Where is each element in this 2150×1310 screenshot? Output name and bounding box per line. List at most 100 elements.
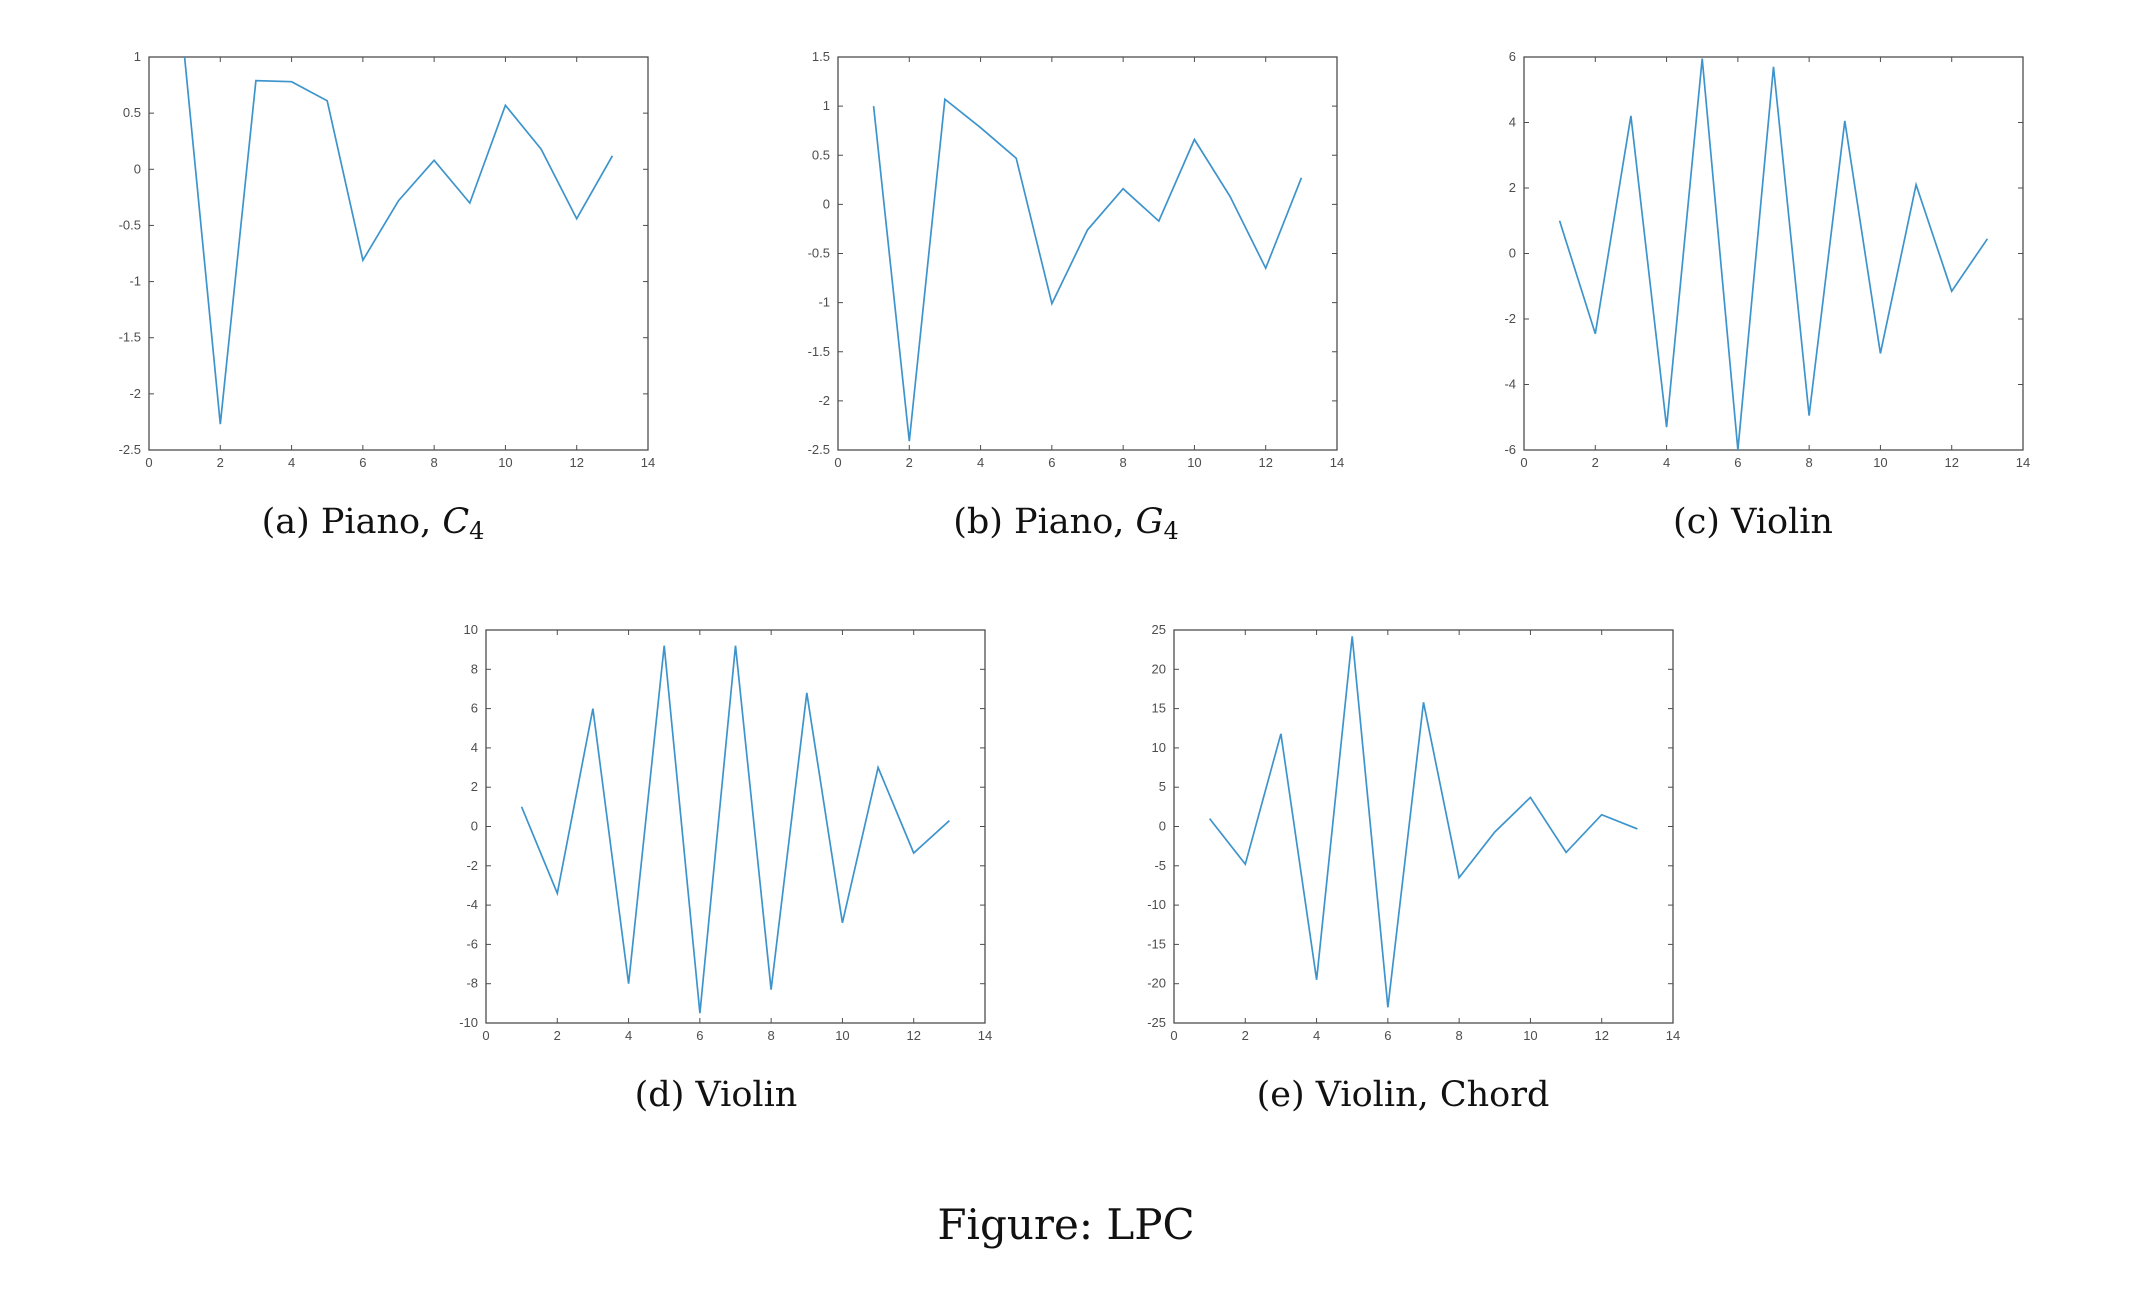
- y-tick-label: 0.5: [123, 105, 141, 120]
- subfigure-caption-c: (c) Violin: [1673, 502, 1833, 542]
- subfigure-caption-d: (d) Violin: [635, 1075, 798, 1115]
- chart-svg-a: 0 2 4 6 8 10 12 14 -2.5 -2 -1.5 -1 -0.5 0 0.5 1: [119, 49, 656, 470]
- x-tick-label: 8: [431, 455, 438, 470]
- chart-svg-d: 0 2 4 6 8 10 12 14 -10 -8 -6 -4 -2 0 2 4 6 8 10: [459, 622, 992, 1043]
- y-tick-label: 10: [1152, 740, 1166, 755]
- subfigure-caption-a: (a) Piano, C4: [262, 502, 485, 545]
- x-tick-label: 8: [1806, 455, 1813, 470]
- y-tick-label: -6: [1504, 442, 1516, 457]
- y-tick-label: 6: [471, 701, 478, 716]
- y-tick-label: 0: [1509, 246, 1516, 261]
- x-tick-label: 0: [482, 1028, 489, 1043]
- x-tick-label: 2: [217, 455, 224, 470]
- y-tick-label: -5: [1154, 858, 1166, 873]
- y-tick-label: -10: [459, 1015, 478, 1030]
- series-line: [1208, 636, 1638, 1008]
- x-tick-label: 4: [977, 455, 984, 470]
- y-tick-label: -1: [818, 295, 830, 310]
- x-tick-label: 12: [1258, 455, 1272, 470]
- axes-box: [1523, 56, 2024, 451]
- axes-box: [485, 629, 986, 1024]
- x-tick-label: 12: [1594, 1028, 1608, 1043]
- y-tick-label: 4: [471, 740, 478, 755]
- axes-box: [148, 56, 649, 451]
- subfigure-caption-b: (b) Piano, G4: [953, 502, 1179, 545]
- y-tick-label: 0: [134, 161, 141, 176]
- y-tick-label: -4: [1504, 377, 1516, 392]
- y-tick-label: 25: [1152, 622, 1166, 637]
- y-tick-label: -0.5: [119, 217, 141, 232]
- caption-text: (c) Violin: [1673, 502, 1833, 542]
- x-tick-label: 12: [906, 1028, 920, 1043]
- x-tick-label: 14: [2016, 455, 2030, 470]
- caption-text: (d) Violin: [634, 1075, 798, 1115]
- y-tick-label: -2: [818, 393, 830, 408]
- x-tick-label: 8: [1456, 1028, 1463, 1043]
- x-tick-label: 10: [1187, 455, 1201, 470]
- y-tick-label: -2.5: [119, 442, 141, 457]
- chart-svg-e: 0 2 4 6 8 10 12 14 -25 -20 -15 -10 -5 0 5 10 15 20 25: [1147, 622, 1680, 1043]
- x-tick-label: 14: [1330, 455, 1344, 470]
- y-tick-label: 2: [471, 779, 478, 794]
- y-tick-label: 0: [471, 819, 478, 834]
- y-tick-label: -1: [129, 274, 141, 289]
- caption-note-octave: 4: [1163, 517, 1179, 545]
- x-tick-label: 0: [834, 455, 841, 470]
- x-tick-label: 14: [641, 455, 655, 470]
- y-tick-label: -10: [1147, 897, 1166, 912]
- x-tick-label: 0: [145, 455, 152, 470]
- y-tick-label: -4: [466, 897, 478, 912]
- caption-note: C: [442, 502, 470, 542]
- x-tick-label: 4: [1663, 455, 1670, 470]
- series-line: [872, 97, 1303, 442]
- x-tick-label: 2: [1592, 455, 1599, 470]
- y-tick-label: 0.5: [812, 147, 830, 162]
- y-tick-label: 6: [1509, 49, 1516, 64]
- x-tick-label: 6: [1048, 455, 1055, 470]
- y-tick-label: 4: [1509, 115, 1516, 130]
- y-tick-label: 8: [471, 661, 478, 676]
- x-tick-label: 4: [1313, 1028, 1320, 1043]
- x-tick-label: 6: [359, 455, 366, 470]
- x-tick-label: 8: [1120, 455, 1127, 470]
- y-tick-label: -6: [466, 936, 478, 951]
- y-tick-label: -1.5: [119, 330, 141, 345]
- y-tick-label: 15: [1152, 701, 1166, 716]
- y-tick-label: 1.5: [812, 49, 830, 64]
- y-tick-label: -2: [1504, 311, 1516, 326]
- x-tick-label: 14: [978, 1028, 992, 1043]
- y-tick-label: 0: [823, 196, 830, 211]
- y-tick-label: -20: [1147, 976, 1166, 991]
- x-tick-label: 10: [498, 455, 512, 470]
- y-tick-label: -0.5: [808, 246, 830, 261]
- x-tick-label: 10: [835, 1028, 849, 1043]
- x-tick-label: 0: [1520, 455, 1527, 470]
- y-tick-label: -2: [466, 858, 478, 873]
- x-tick-label: 6: [1734, 455, 1741, 470]
- caption-note-octave: 4: [469, 517, 485, 545]
- axes-box: [837, 56, 1338, 451]
- x-tick-label: 4: [625, 1028, 632, 1043]
- x-tick-label: 8: [768, 1028, 775, 1043]
- x-tick-label: 0: [1170, 1028, 1177, 1043]
- axes-box: [1173, 629, 1674, 1024]
- y-tick-label: -1.5: [808, 344, 830, 359]
- caption-text: (b) Piano,: [953, 502, 1136, 542]
- y-tick-label: -15: [1147, 936, 1166, 951]
- x-tick-label: 6: [696, 1028, 703, 1043]
- x-tick-label: 2: [554, 1028, 561, 1043]
- y-tick-label: -25: [1147, 1015, 1166, 1030]
- figure-caption: Figure: LPC: [937, 1200, 1195, 1249]
- x-tick-label: 12: [569, 455, 583, 470]
- y-tick-label: 0: [1159, 819, 1166, 834]
- x-tick-label: 2: [906, 455, 913, 470]
- chart-svg-c: 0 2 4 6 8 10 12 14 -6 -4 -2 0 2 4 6: [1504, 49, 2030, 470]
- y-tick-label: -8: [466, 976, 478, 991]
- series-line: [183, 57, 614, 425]
- x-tick-label: 12: [1944, 455, 1958, 470]
- x-tick-label: 6: [1384, 1028, 1391, 1043]
- y-tick-label: -2.5: [808, 442, 830, 457]
- y-tick-label: 20: [1152, 661, 1166, 676]
- x-tick-label: 2: [1242, 1028, 1249, 1043]
